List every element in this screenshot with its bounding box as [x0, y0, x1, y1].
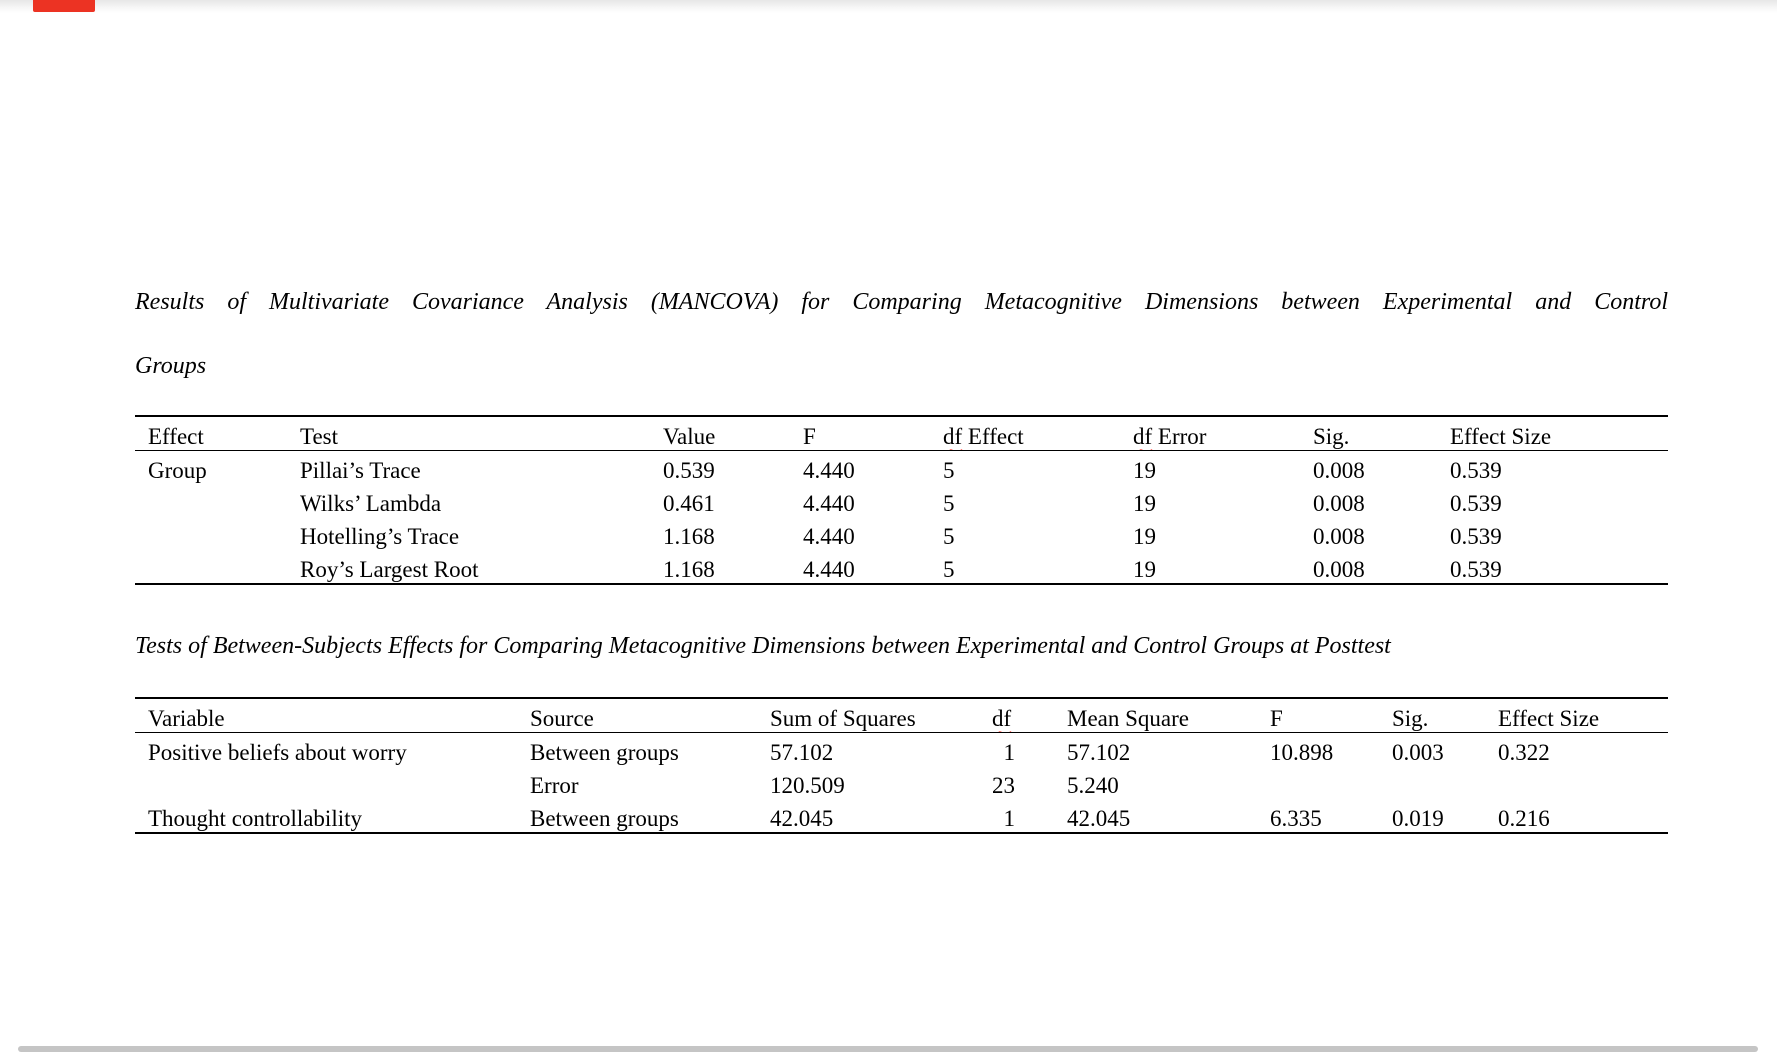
column-header-df-error: df Error: [1133, 416, 1313, 451]
table-header-row: Variable Source Sum of Squares df Mean S…: [135, 698, 1668, 733]
table-cell: 19: [1133, 458, 1156, 483]
table-cell: 42.045: [770, 806, 834, 831]
table-cell: 6.335: [1270, 806, 1322, 831]
column-header-f: F: [1270, 698, 1392, 733]
table1-title-line2: Groups: [135, 353, 207, 379]
column-header-df-error-rest: Error: [1152, 424, 1207, 449]
column-header-f: F: [803, 416, 943, 451]
table-cell: 4.440: [803, 524, 855, 549]
table-cell: 4.440: [803, 557, 855, 582]
table-cell: Error: [530, 773, 579, 798]
table-cell: Hotelling’s Trace: [300, 524, 460, 549]
table-header-row: Effect Test Value F df Effect df Error S…: [135, 416, 1668, 451]
table-cell: 120.509: [770, 773, 845, 798]
table-row: Thought controllability Between groups 4…: [135, 799, 1668, 833]
table-cell: Thought controllability: [148, 806, 362, 831]
table-cell: [1392, 766, 1498, 799]
table-row: Positive beliefs about worry Between gro…: [135, 733, 1668, 767]
table-cell: 0.539: [1450, 458, 1502, 483]
column-header-sig: Sig.: [1392, 698, 1498, 733]
table-cell: 0.008: [1313, 557, 1365, 582]
column-header-variable: Variable: [135, 698, 530, 733]
table-cell: 19: [1133, 491, 1156, 516]
table-cell: [1498, 766, 1668, 799]
table-cell: 0.539: [663, 458, 715, 483]
table-cell: [135, 484, 300, 517]
table-cell: 5: [943, 524, 955, 549]
misspelled-word-df: df: [992, 706, 1012, 731]
table-cell: 0.461: [663, 491, 715, 516]
between-subjects-table: Variable Source Sum of Squares df Mean S…: [135, 697, 1668, 834]
table-cell: 0.539: [1450, 491, 1502, 516]
column-header-test: Test: [300, 416, 663, 451]
table-cell: Wilks’ Lambda: [300, 491, 442, 516]
table-cell: 5: [943, 458, 955, 483]
table-cell: 1: [1003, 740, 1016, 765]
table-cell: 57.102: [770, 740, 834, 765]
column-header-effect: Effect: [135, 416, 300, 451]
table-cell: Positive beliefs about worry: [148, 740, 407, 765]
table-cell: 0.539: [1450, 557, 1502, 582]
column-header-mean-square: Mean Square: [1067, 698, 1270, 733]
table-cell: 0.008: [1313, 458, 1365, 483]
table-cell: 57.102: [1067, 740, 1131, 765]
window-top-shadow: [0, 0, 1777, 13]
table-cell: 4.440: [803, 458, 855, 483]
misspelled-word-df: df: [1133, 424, 1153, 449]
table-cell: 0.008: [1313, 491, 1365, 516]
table-cell: 5.240: [1067, 773, 1119, 798]
table-row: Roy’s Largest Root 1.168 4.440 5 19 0.00…: [135, 550, 1668, 584]
top-left-red-marker: [33, 0, 95, 12]
column-header-df: df: [992, 698, 1067, 733]
table-cell: 19: [1133, 557, 1156, 582]
mancova-table: Effect Test Value F df Effect df Error S…: [135, 415, 1668, 585]
table-cell: 19: [1133, 524, 1156, 549]
table-cell: 1.168: [663, 557, 715, 582]
table-cell: 0.019: [1392, 806, 1444, 831]
table-cell: Pillai’s Trace: [300, 458, 421, 483]
table-cell: 0.216: [1498, 806, 1550, 831]
table-cell: [135, 550, 300, 584]
table-row: Error 120.509 23 5.240: [135, 766, 1668, 799]
table-cell: Group: [148, 458, 207, 483]
column-header-df-effect-rest: Effect: [962, 424, 1024, 449]
column-header-df-effect: df Effect: [943, 416, 1133, 451]
page-bottom-edge: [18, 1046, 1758, 1052]
table-cell: Between groups: [530, 740, 679, 765]
table-cell: 10.898: [1270, 740, 1334, 765]
table2-title: Tests of Between-Subjects Effects for Co…: [135, 633, 1391, 659]
column-header-effect-size: Effect Size: [1498, 698, 1668, 733]
table-cell: 5: [943, 491, 955, 516]
table-cell: 1.168: [663, 524, 715, 549]
table-cell: [1270, 766, 1392, 799]
column-header-source: Source: [530, 698, 770, 733]
table-cell: 23: [992, 773, 1015, 798]
table-cell: 5: [943, 557, 955, 582]
table-row: Group Pillai’s Trace 0.539 4.440 5 19 0.…: [135, 451, 1668, 485]
column-header-sum-of-squares: Sum of Squares: [770, 698, 992, 733]
table1-title-line1: Results of Multivariate Covariance Analy…: [135, 289, 1668, 315]
column-header-sig: Sig.: [1313, 416, 1450, 451]
table-cell: 4.440: [803, 491, 855, 516]
table-row: Wilks’ Lambda 0.461 4.440 5 19 0.008 0.5…: [135, 484, 1668, 517]
column-header-effect-size: Effect Size: [1450, 416, 1668, 451]
table-cell: 0.322: [1498, 740, 1550, 765]
table-cell: 1: [1003, 806, 1016, 831]
misspelled-word-df: df: [943, 424, 963, 449]
table-cell: [135, 766, 530, 799]
table-cell: Between groups: [530, 806, 679, 831]
column-header-value: Value: [663, 416, 803, 451]
table-row: Hotelling’s Trace 1.168 4.440 5 19 0.008…: [135, 517, 1668, 550]
table-cell: 0.008: [1313, 524, 1365, 549]
table-cell: 0.003: [1392, 740, 1444, 765]
table-cell: Roy’s Largest Root: [300, 557, 479, 582]
table-cell: [135, 517, 300, 550]
table-cell: 0.539: [1450, 524, 1502, 549]
table-cell: 42.045: [1067, 806, 1131, 831]
